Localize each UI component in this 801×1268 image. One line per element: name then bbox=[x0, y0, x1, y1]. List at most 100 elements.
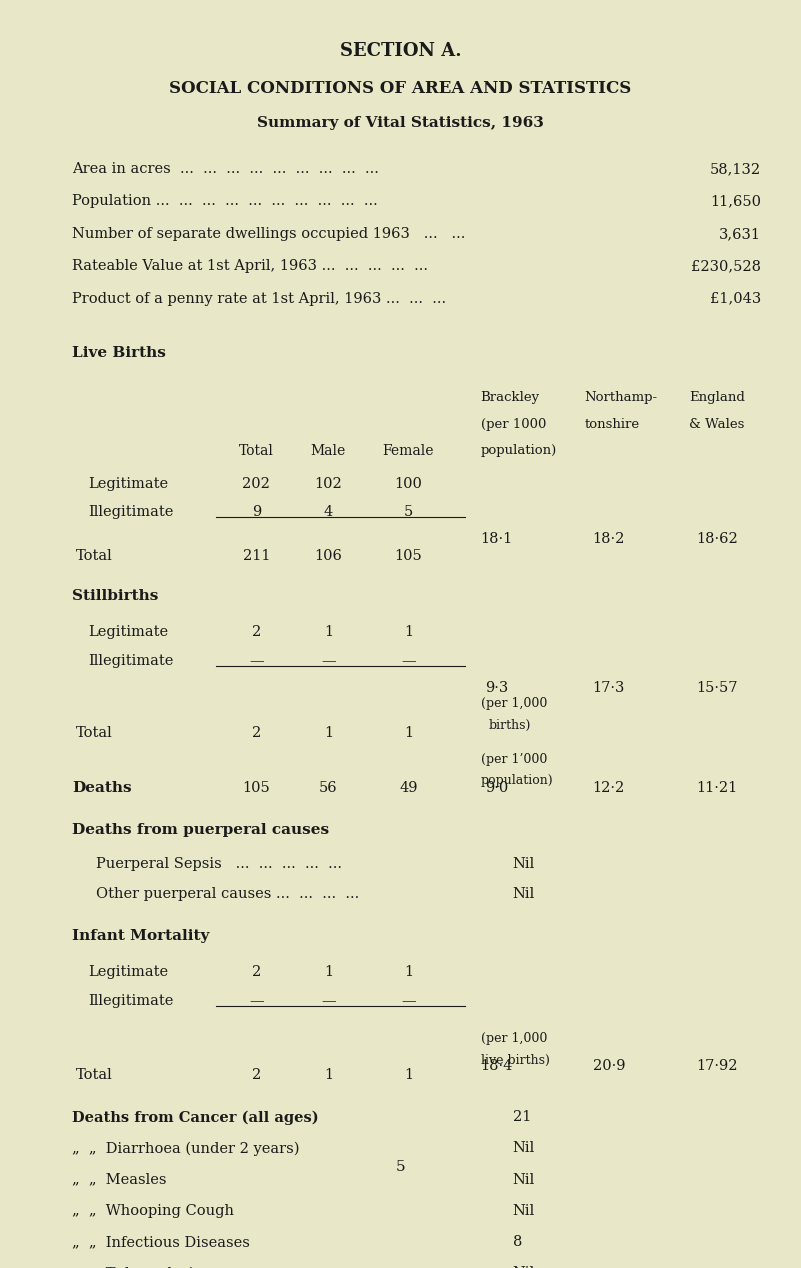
Text: 202: 202 bbox=[243, 477, 270, 491]
Text: 105: 105 bbox=[395, 549, 422, 563]
Text: Legitimate: Legitimate bbox=[88, 477, 168, 491]
Text: Brackley: Brackley bbox=[481, 392, 540, 404]
Text: Illegitimate: Illegitimate bbox=[88, 506, 174, 520]
Text: 21: 21 bbox=[513, 1111, 531, 1125]
Text: 1: 1 bbox=[404, 1068, 413, 1083]
Text: Illegitimate: Illegitimate bbox=[88, 654, 174, 668]
Text: births): births) bbox=[489, 719, 531, 732]
Text: Total: Total bbox=[76, 1068, 113, 1083]
Text: tonshire: tonshire bbox=[585, 417, 640, 431]
Text: Female: Female bbox=[383, 444, 434, 458]
Text: population): population) bbox=[481, 775, 553, 787]
Text: 211: 211 bbox=[243, 549, 270, 563]
Text: Population ...  ...  ...  ...  ...  ...  ...  ...  ...  ...: Population ... ... ... ... ... ... ... .… bbox=[72, 194, 378, 208]
Text: £230,528: £230,528 bbox=[691, 259, 761, 274]
Text: 18·62: 18·62 bbox=[696, 531, 738, 545]
Text: 11·21: 11·21 bbox=[696, 781, 738, 795]
Text: Illegitimate: Illegitimate bbox=[88, 994, 174, 1008]
Text: 1: 1 bbox=[404, 625, 413, 639]
Text: Stillbirths: Stillbirths bbox=[72, 590, 159, 604]
Text: Nil: Nil bbox=[513, 1267, 535, 1268]
Text: (per 1’000: (per 1’000 bbox=[481, 753, 547, 766]
Text: 1: 1 bbox=[404, 965, 413, 979]
Text: 1: 1 bbox=[324, 965, 333, 979]
Text: Puerperal Sepsis   ...  ...  ...  ...  ...: Puerperal Sepsis ... ... ... ... ... bbox=[96, 857, 342, 871]
Text: £1,043: £1,043 bbox=[710, 292, 761, 306]
Text: live births): live births) bbox=[481, 1054, 549, 1066]
Text: population): population) bbox=[481, 444, 557, 456]
Text: 5: 5 bbox=[404, 506, 413, 520]
Text: Deaths from puerperal causes: Deaths from puerperal causes bbox=[72, 823, 329, 837]
Text: 12·2: 12·2 bbox=[593, 781, 625, 795]
Text: 2: 2 bbox=[252, 625, 261, 639]
Text: 18·2: 18·2 bbox=[593, 531, 625, 545]
Text: 49: 49 bbox=[399, 781, 418, 795]
Text: Infant Mortality: Infant Mortality bbox=[72, 929, 210, 943]
Text: 17·92: 17·92 bbox=[696, 1059, 738, 1073]
Text: & Wales: & Wales bbox=[689, 417, 744, 431]
Text: Northamp-: Northamp- bbox=[585, 392, 658, 404]
Text: (per 1000: (per 1000 bbox=[481, 417, 546, 431]
Text: Legitimate: Legitimate bbox=[88, 625, 168, 639]
Text: 9: 9 bbox=[252, 506, 261, 520]
Text: —: — bbox=[321, 994, 336, 1008]
Text: „  „  Infectious Diseases: „ „ Infectious Diseases bbox=[72, 1235, 250, 1249]
Text: 1: 1 bbox=[404, 727, 413, 741]
Text: Nil: Nil bbox=[513, 1173, 535, 1187]
Text: SOCIAL CONDITIONS OF AREA AND STATISTICS: SOCIAL CONDITIONS OF AREA AND STATISTICS bbox=[169, 80, 632, 98]
Text: Other puerperal causes ...  ...  ...  ...: Other puerperal causes ... ... ... ... bbox=[96, 888, 360, 902]
Text: 2: 2 bbox=[252, 1068, 261, 1083]
Text: Nil: Nil bbox=[513, 888, 535, 902]
Text: Area in acres  ...  ...  ...  ...  ...  ...  ...  ...  ...: Area in acres ... ... ... ... ... ... ..… bbox=[72, 162, 379, 176]
Text: 58,132: 58,132 bbox=[710, 162, 761, 176]
Text: 105: 105 bbox=[243, 781, 270, 795]
Text: 9·3: 9·3 bbox=[485, 681, 509, 695]
Text: —: — bbox=[401, 654, 416, 668]
Text: „  „  Diarrhoea (under 2 years): „ „ Diarrhoea (under 2 years) bbox=[72, 1141, 300, 1156]
Text: 106: 106 bbox=[315, 549, 342, 563]
Text: 8: 8 bbox=[513, 1235, 522, 1249]
Text: „  „  Measles: „ „ Measles bbox=[72, 1173, 167, 1187]
Text: Live Births: Live Births bbox=[72, 346, 166, 360]
Text: 18·4: 18·4 bbox=[481, 1059, 513, 1073]
Text: 100: 100 bbox=[395, 477, 422, 491]
Text: —: — bbox=[321, 654, 336, 668]
Text: Total: Total bbox=[76, 549, 113, 563]
Text: —: — bbox=[249, 654, 264, 668]
Text: Total: Total bbox=[239, 444, 274, 458]
Text: 9·0: 9·0 bbox=[485, 781, 509, 795]
Text: Deaths from Cancer (all ages): Deaths from Cancer (all ages) bbox=[72, 1111, 319, 1125]
Text: (per 1,000: (per 1,000 bbox=[481, 697, 547, 710]
Text: (per 1,000: (per 1,000 bbox=[481, 1032, 547, 1045]
Text: „  „  Whooping Cough: „ „ Whooping Cough bbox=[72, 1203, 234, 1217]
Text: 2: 2 bbox=[252, 727, 261, 741]
Text: 18·1: 18·1 bbox=[481, 531, 513, 545]
Text: 102: 102 bbox=[315, 477, 342, 491]
Text: 2: 2 bbox=[252, 965, 261, 979]
Text: Rateable Value at 1st April, 1963 ...  ...  ...  ...  ...: Rateable Value at 1st April, 1963 ... ..… bbox=[72, 259, 428, 274]
Text: 15·57: 15·57 bbox=[696, 681, 738, 695]
Text: —: — bbox=[401, 994, 416, 1008]
Text: 1: 1 bbox=[324, 727, 333, 741]
Text: Total: Total bbox=[76, 727, 113, 741]
Text: Legitimate: Legitimate bbox=[88, 965, 168, 979]
Text: „  „  Tuberculosis: „ „ Tuberculosis bbox=[72, 1267, 201, 1268]
Text: 20·9: 20·9 bbox=[593, 1059, 625, 1073]
Text: 4: 4 bbox=[324, 506, 333, 520]
Text: Summary of Vital Statistics, 1963: Summary of Vital Statistics, 1963 bbox=[257, 117, 544, 131]
Text: 11,650: 11,650 bbox=[710, 194, 761, 208]
Text: England: England bbox=[689, 392, 745, 404]
Text: 1: 1 bbox=[324, 1068, 333, 1083]
Text: —: — bbox=[249, 994, 264, 1008]
Text: 56: 56 bbox=[319, 781, 338, 795]
Text: Nil: Nil bbox=[513, 1203, 535, 1217]
Text: Nil: Nil bbox=[513, 857, 535, 871]
Text: SECTION A.: SECTION A. bbox=[340, 42, 461, 60]
Text: Number of separate dwellings occupied 1963   ...   ...: Number of separate dwellings occupied 19… bbox=[72, 227, 465, 241]
Text: Nil: Nil bbox=[513, 1141, 535, 1155]
Text: Deaths: Deaths bbox=[72, 781, 131, 795]
Text: 17·3: 17·3 bbox=[593, 681, 625, 695]
Text: Product of a penny rate at 1st April, 1963 ...  ...  ...: Product of a penny rate at 1st April, 19… bbox=[72, 292, 446, 306]
Text: Male: Male bbox=[311, 444, 346, 458]
Text: 1: 1 bbox=[324, 625, 333, 639]
